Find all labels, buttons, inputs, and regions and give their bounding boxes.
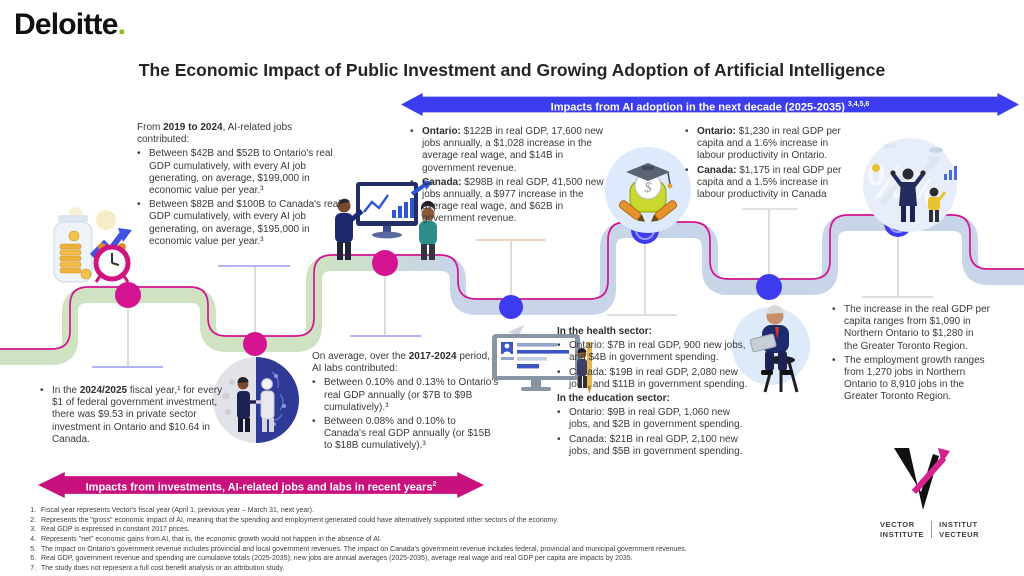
- vector-wordmark-fr: INSTITUT: [939, 520, 978, 529]
- page-title: The Economic Impact of Public Investment…: [138, 60, 886, 80]
- bullet-item: • Canada: $19B in real GDP, 2,080 new job…: [557, 366, 748, 390]
- growth-chart-presentation-icon: [335, 180, 437, 260]
- deloitte-logo: Deloitte.: [14, 8, 126, 42]
- road-accent-line: [0, 214, 1024, 350]
- footnote-5: The impact on Ontario's government reven…: [38, 545, 766, 555]
- bullet-item: • Canada: $21B in real GDP, 2,100 new job…: [557, 433, 743, 457]
- svg-text:$: $: [644, 180, 652, 196]
- banner-pink-label: Impacts from investments, AI-related job…: [85, 481, 433, 494]
- footnote-2: Represents the "gross" economic impact o…: [38, 516, 766, 526]
- timeline-node-pink-3: [372, 250, 398, 276]
- banner-blue-footnote-refs: 3,4,5,6: [847, 101, 870, 108]
- block-intro: On average, over the 2017-2024 period, A…: [312, 351, 490, 375]
- people-with-percent-signs-icon: % %: [863, 138, 957, 232]
- vector-institute-wordmark: VECTOR INSTITUTE INSTITUT VECTEUR: [880, 520, 980, 539]
- banner-impacts-recent-years: Impacts from investments, AI-related job…: [38, 472, 484, 498]
- banner-blue-label: Impacts from AI adoption in the next dec…: [550, 101, 848, 114]
- bullet-item: • Ontario: $1,230 in real GDP per capita …: [685, 126, 841, 162]
- timeline-node-pink-1: [115, 282, 141, 308]
- text-block-regional-impacts: • The increase in the real GDP per capita…: [832, 304, 990, 406]
- bullet-item: • Between $42B and $52B to Ontario's real…: [137, 148, 333, 196]
- text-block-health-education-sectors: In the health sector: • Ontario: $7B in r…: [557, 324, 753, 460]
- bullet-item: • Ontario: $7B in real GDP, 900 new jobs,…: [557, 340, 746, 364]
- text-block-ai-labs: On average, over the 2017-2024 period, A…: [312, 351, 500, 455]
- health-sector-heading: In the health sector:: [557, 326, 653, 337]
- footnote-6: Real GDP, government revenue and spendin…: [38, 554, 766, 564]
- graduation-cap-money-icon: $: [605, 147, 691, 233]
- bullet-item: • Ontario: $9B in real GDP, 1,060 new job…: [557, 407, 743, 431]
- block-intro: From 2019 to 2024, AI-related jobs contr…: [137, 122, 293, 146]
- timeline-node-blue-1: [499, 295, 523, 319]
- vector-v-icon: [894, 448, 950, 510]
- bullet-item: • In the 2024/2025 fiscal year,¹ for ever…: [40, 385, 223, 445]
- footnote-3: Real GDP is expressed in constant 2017 p…: [38, 525, 766, 535]
- banner-ai-adoption-next-decade: Impacts from AI adoption in the next dec…: [401, 93, 1019, 116]
- banner-pink-footnote-ref: 2: [432, 481, 437, 488]
- vector-institute-logo: VECTOR INSTITUTE INSTITUT VECTEUR: [878, 448, 1024, 540]
- vector-wordmark-en: VECTOR: [880, 520, 915, 529]
- human-ai-handshake-icon: [213, 357, 299, 443]
- wordmark-divider: [931, 521, 933, 539]
- connector-underlines: [92, 208, 933, 368]
- timeline-node-blue-2: [756, 274, 782, 300]
- text-block-gdp-per-capita: • Ontario: $1,230 in real GDP per capita …: [685, 126, 857, 203]
- connector-lines: [127, 210, 899, 366]
- footnote-7: The study does not represent a full cost…: [38, 564, 766, 574]
- monitor-profile-document-icon: [492, 325, 592, 394]
- bullet-item: • Canada: $1,175 in real GDP per capita a…: [685, 164, 842, 200]
- bullet-item: • The increase in the real GDP per capita…: [832, 304, 991, 352]
- bullet-item: • Between 0.10% and 0.13% to Ontario's re…: [312, 377, 499, 413]
- bullet-item: • Ontario: $122B in real GDP, 17,600 new …: [410, 126, 604, 174]
- road-band: [0, 214, 1024, 365]
- footnote-1: Fiscal year represents Vector's fiscal y…: [38, 506, 766, 516]
- person-on-stool-with-laptop-icon: [732, 304, 810, 393]
- text-block-fiscal-year-investment: • In the 2024/2025 fiscal year,¹ for ever…: [40, 385, 224, 448]
- text-block-ai-jobs-2019-2024: From 2019 to 2024, AI-related jobs contr…: [137, 122, 341, 250]
- timeline-node-pink-2: [243, 332, 267, 356]
- text-block-next-decade-gdp: • Ontario: $122B in real GDP, 17,600 new …: [410, 126, 612, 228]
- education-sector-heading: In the education sector:: [557, 392, 670, 404]
- bullet-item: • Between 0.08% and 0.10% to Canada's rea…: [312, 415, 491, 452]
- bullet-item: • Between $82B and $100B to Canada's real…: [137, 199, 341, 247]
- footnote-4: Represents "net" economic gains from AI,…: [38, 535, 766, 545]
- footnotes: Fiscal year represents Vector's fiscal y…: [16, 506, 766, 574]
- money-jar-and-alarm-clock-icon: [53, 207, 132, 283]
- bullet-item: • The employment growth ranges from 1,270…: [832, 354, 985, 403]
- bullet-item: • Canada: $298B in real GDP, 41,500 new j…: [410, 176, 604, 225]
- deloitte-green-dot: .: [117, 8, 126, 41]
- deloitte-wordmark: Deloitte: [14, 8, 118, 41]
